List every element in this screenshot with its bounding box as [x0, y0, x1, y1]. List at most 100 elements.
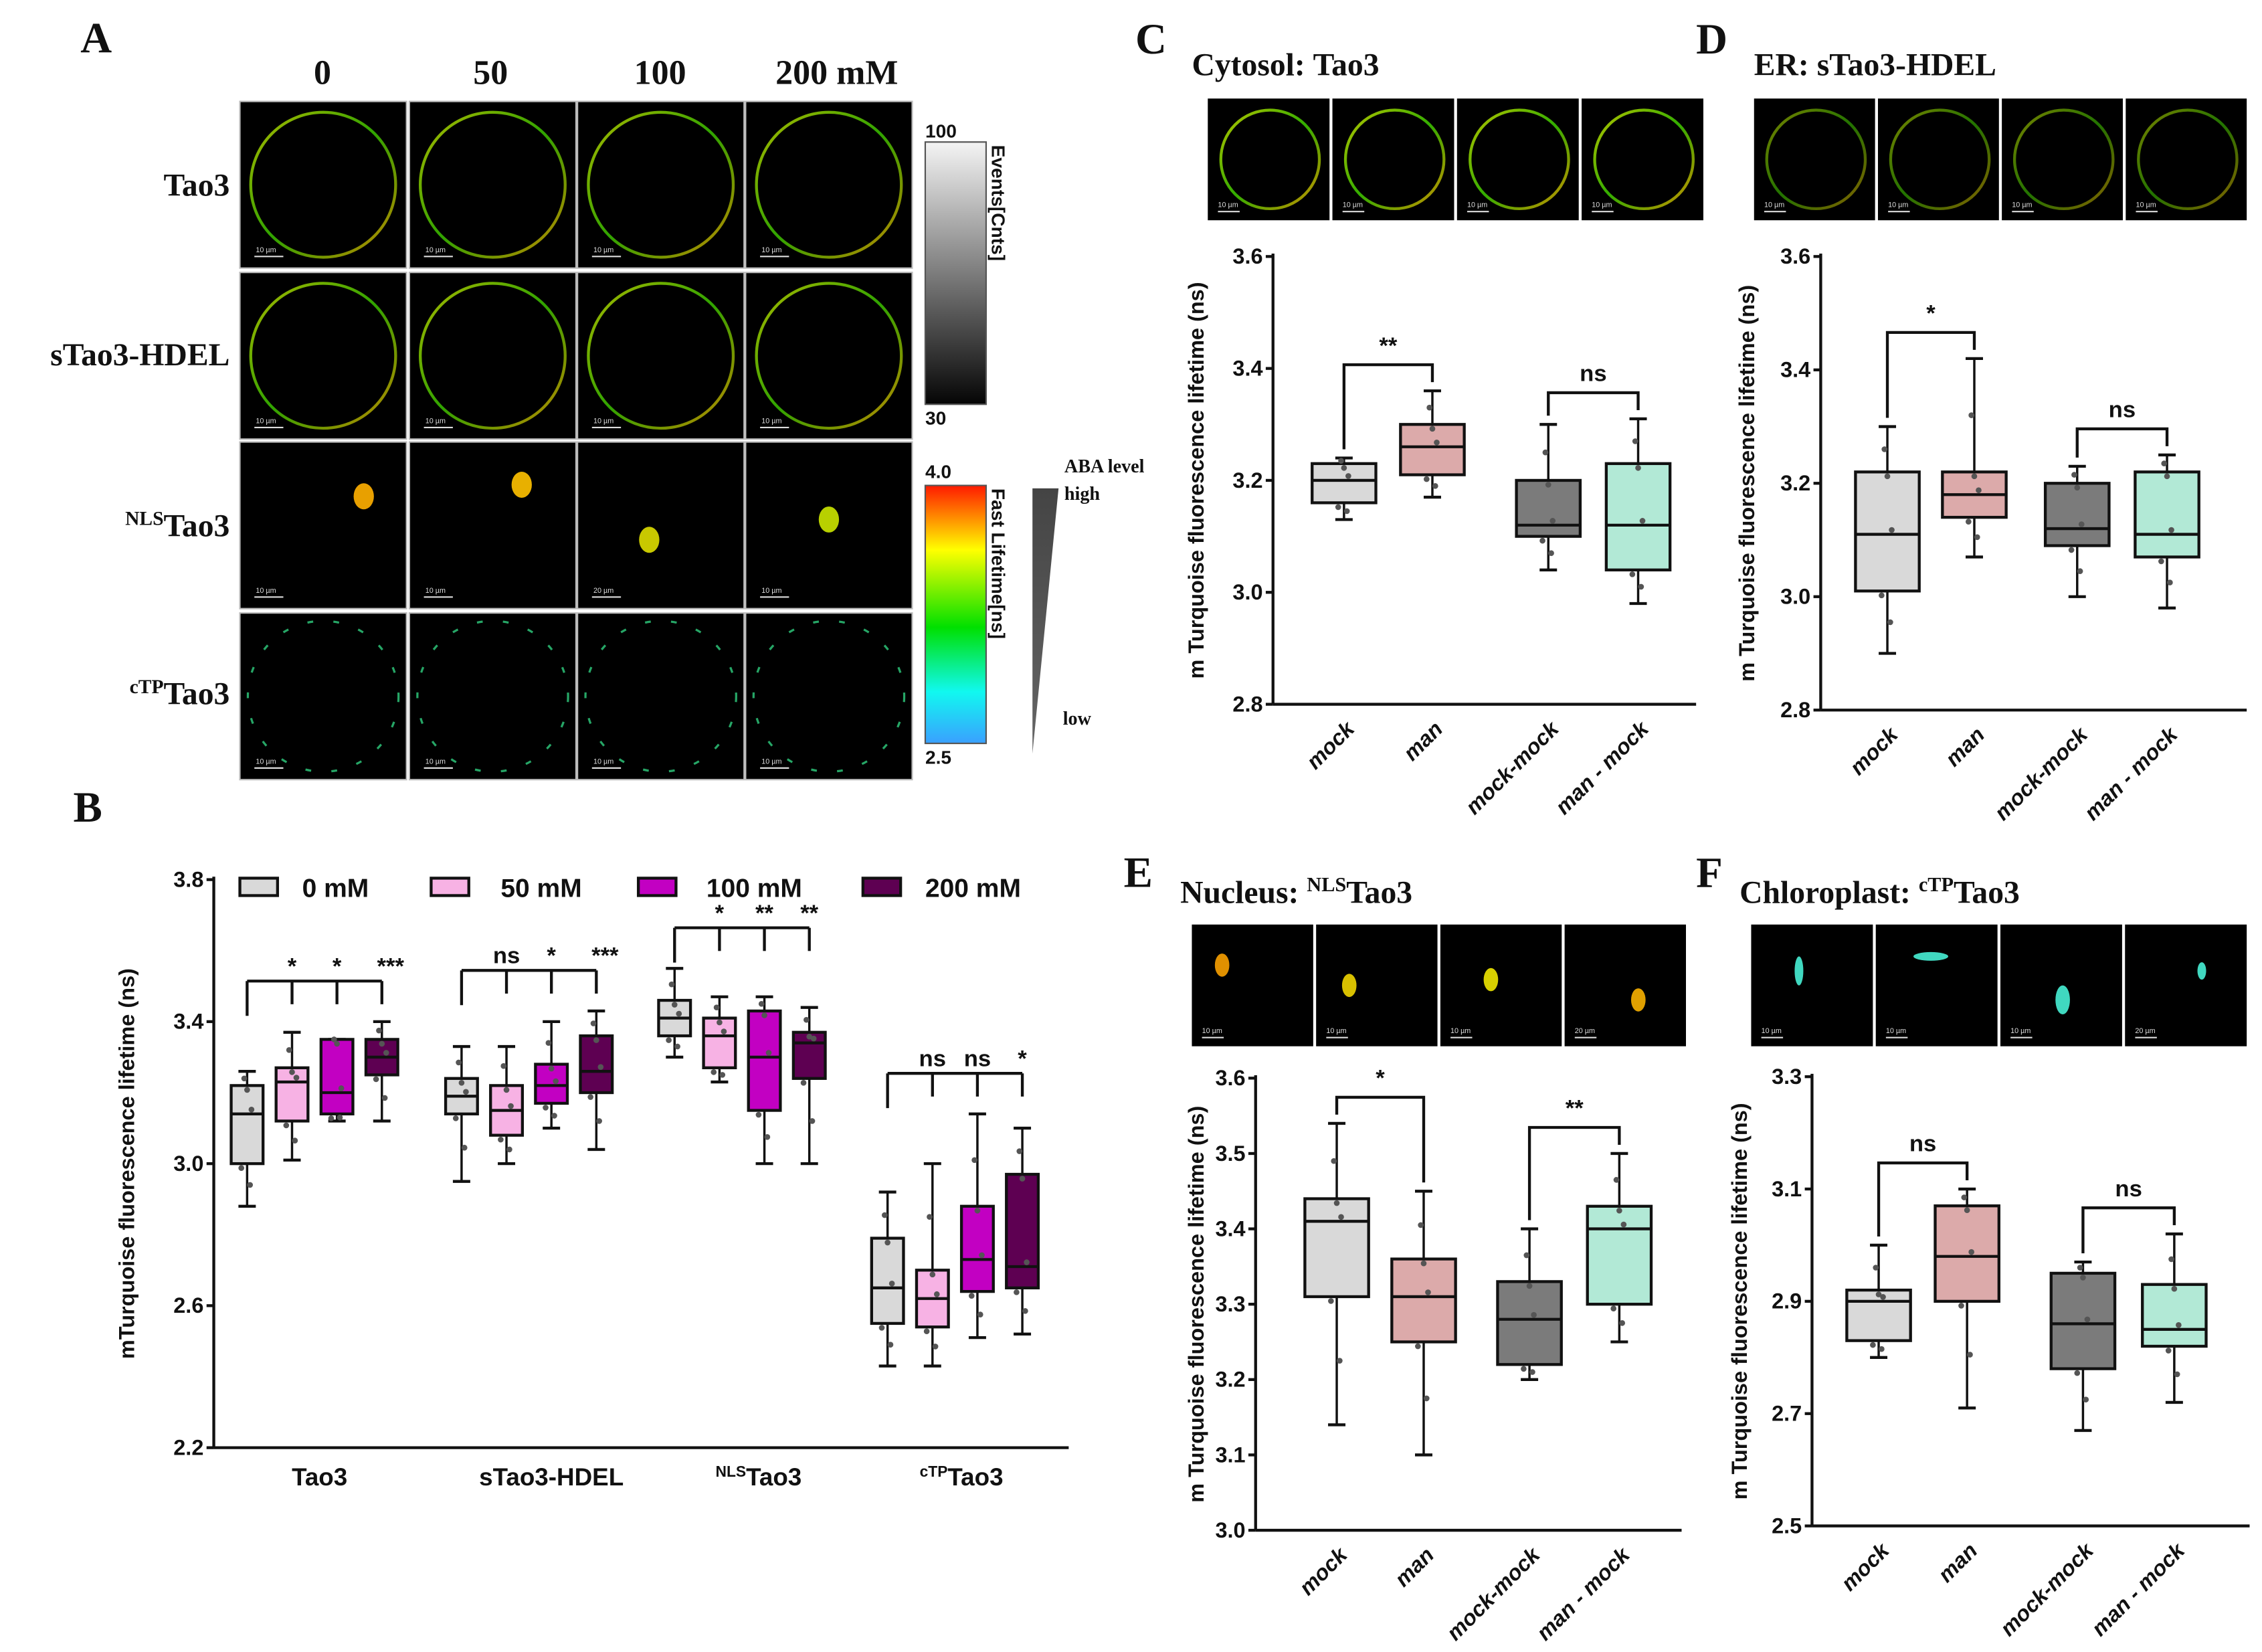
micrograph-tile: 10 µm [239, 272, 407, 440]
data-point [1965, 519, 1972, 525]
box-plot [1941, 357, 2008, 559]
data-point [804, 1016, 810, 1023]
data-point [800, 1079, 807, 1086]
box-plot [1586, 1152, 1653, 1344]
cell-membrane [1593, 108, 1695, 211]
scale-bar-label: 10 µm [1202, 1027, 1222, 1035]
data-point [1545, 482, 1551, 488]
significance-label: ns [919, 1046, 946, 1071]
lifetime-max: 4.0 [925, 462, 951, 482]
data-point [1880, 1294, 1886, 1300]
micrograph-tile: 10 µm [2002, 98, 2123, 221]
data-point [721, 1028, 727, 1034]
box-plot [1934, 1187, 2000, 1410]
data-point [764, 1134, 771, 1140]
box-group: ns * ***sTao3-HDEL [444, 943, 624, 1491]
data-point [543, 1105, 549, 1111]
cell-membrane [1889, 108, 1991, 211]
data-point [1523, 1252, 1530, 1259]
scale-bar-label: 10 µm [426, 587, 446, 595]
significance-label: *** [377, 953, 405, 979]
chloroplast-signal [584, 620, 737, 773]
micrograph-tile: 10 µm [745, 272, 913, 440]
box-plot [534, 1020, 569, 1130]
superscript: NLS [716, 1463, 747, 1480]
micrograph-tile: 10 µm [408, 272, 577, 440]
significance-bracket [1877, 1161, 1969, 1236]
label-main: Tao3 [746, 1463, 802, 1491]
box-plot [791, 1006, 827, 1166]
tile-background [577, 272, 745, 440]
data-point [2078, 521, 2085, 527]
scale-bar-label: 10 µm [1592, 201, 1612, 209]
micrograph-tile: 10 µm [408, 100, 577, 269]
data-point [500, 1063, 507, 1069]
micrograph-tile: 10 µm [1440, 924, 1562, 1046]
chloroplast-signal [1794, 956, 1804, 986]
data-point [1414, 1343, 1421, 1350]
data-point [2167, 579, 2173, 585]
y-tick-label: 3.3 [1215, 1292, 1245, 1316]
data-point [1432, 482, 1438, 489]
tile-background [1875, 924, 1998, 1046]
box-plot [1854, 425, 1921, 655]
legend-label: 200 mM [925, 875, 1021, 903]
tile-background [239, 612, 407, 781]
data-point [551, 1113, 557, 1119]
data-point [927, 1214, 933, 1220]
title-main: sTao3-HDEL [1817, 48, 1996, 83]
data-point [1531, 1311, 1537, 1318]
box-iqr [1934, 1204, 2000, 1303]
data-point [666, 1037, 672, 1043]
box-iqr [747, 1009, 782, 1112]
data-point [2071, 472, 2077, 478]
intensity-label: Events[Cnts] [988, 145, 1009, 262]
box-iqr [1496, 1280, 1563, 1366]
data-point [1958, 1303, 1964, 1309]
data-point [286, 1046, 292, 1053]
tile-background [577, 612, 745, 781]
data-point [713, 1004, 720, 1010]
category-label: man - mock [1532, 1542, 1635, 1645]
title-superscript: NLS [1307, 873, 1346, 896]
data-point [755, 1111, 762, 1118]
data-point [674, 1043, 680, 1050]
title-main: Tao3 [1313, 48, 1380, 83]
micrograph-tile: 10 µm [1192, 924, 1313, 1046]
y-tick-label: 3.6 [1215, 1066, 1245, 1090]
data-point [2077, 568, 2083, 574]
category-label: man [1941, 723, 1990, 771]
tile-background [1208, 98, 1330, 221]
data-point [2083, 1396, 2089, 1403]
y-tick-label: 3.8 [173, 867, 203, 891]
micrograph-tile: 10 µm [1582, 98, 1703, 221]
data-point [1333, 1200, 1340, 1206]
category-label: mock-mock [1442, 1542, 1545, 1645]
scale-bar-label: 20 µm [2135, 1027, 2155, 1035]
tile-background [745, 272, 913, 440]
data-point [1873, 1265, 1879, 1271]
data-point [2176, 1322, 2182, 1328]
y-tick-label: 3.4 [1215, 1216, 1245, 1241]
data-point [933, 1291, 940, 1297]
data-point [463, 1089, 469, 1095]
scale-bar-label: 10 µm [1762, 1027, 1782, 1035]
significance-label: ns [964, 1046, 991, 1071]
scale-bar-label: 10 µm [1888, 201, 1908, 209]
significance-bracket [1527, 1125, 1621, 1220]
data-point [289, 1069, 295, 1075]
cell-membrane [1219, 108, 1321, 211]
cell-membrane [755, 282, 903, 430]
data-point [452, 1115, 459, 1121]
data-point [1884, 473, 1891, 480]
tile-background [239, 100, 407, 269]
significance-label: ns [2109, 397, 2136, 423]
nucleus-signal [818, 506, 840, 533]
intensity-colorbar [924, 141, 987, 405]
tile-background [1751, 924, 1873, 1046]
data-point [1328, 1298, 1334, 1304]
scale-bar-label: 10 µm [2010, 1027, 2031, 1035]
box-iqr [1854, 470, 1921, 593]
box-plot [1604, 417, 1672, 606]
data-point [971, 1157, 977, 1164]
